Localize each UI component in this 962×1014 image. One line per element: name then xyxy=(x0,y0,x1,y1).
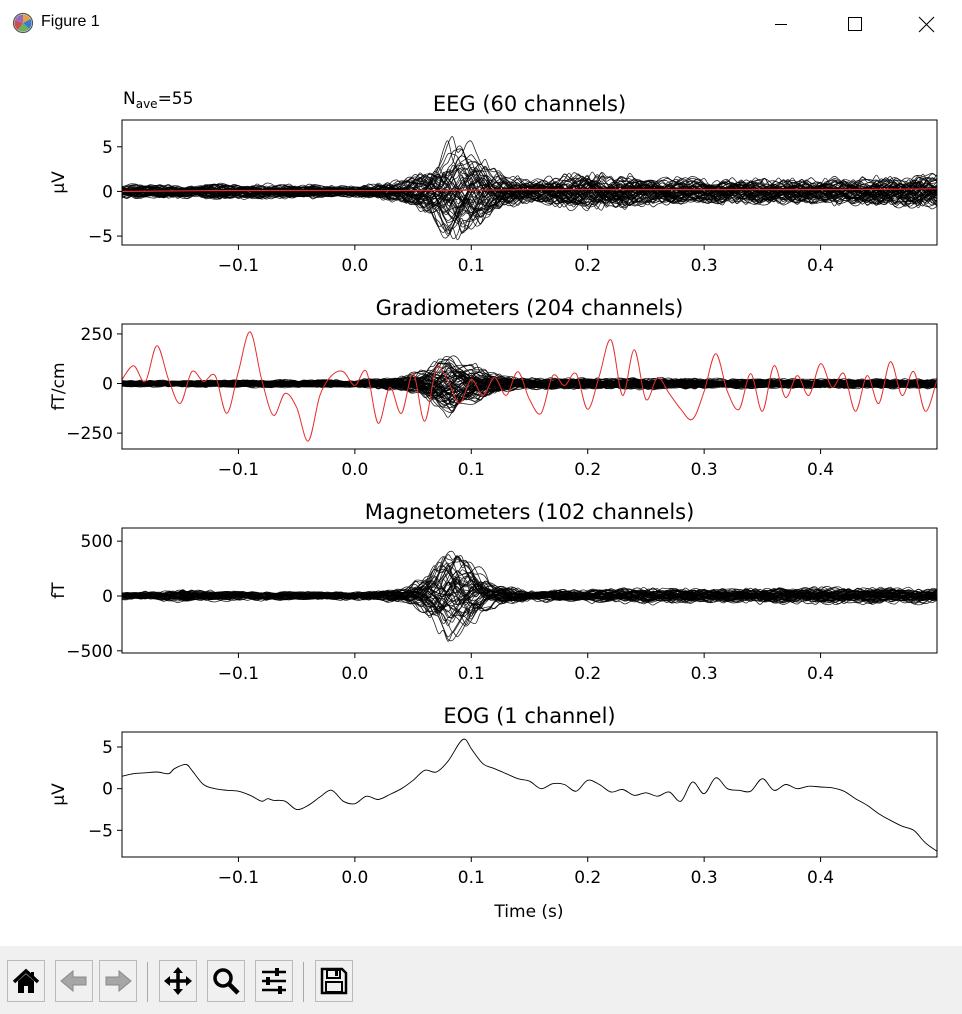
eeg-x-tick-label: −0.1 xyxy=(218,256,259,276)
save-button[interactable] xyxy=(315,960,353,1002)
matplotlib-icon xyxy=(12,12,34,34)
eeg-y-tick-label: −5 xyxy=(88,227,113,247)
eeg-x-tick-label: 0.3 xyxy=(691,256,718,276)
grad-x-tick-label: 0.1 xyxy=(458,460,485,480)
window-title: Figure 1 xyxy=(41,13,100,31)
mag-title: Magnetometers (102 channels) xyxy=(365,500,695,524)
grad-y-tick-label: −250 xyxy=(66,424,113,444)
eog-y-tick-label: −5 xyxy=(88,821,113,841)
mag-y-tick-label: −500 xyxy=(66,642,113,662)
eog-x-tick-label: 0.2 xyxy=(574,868,601,888)
eog-x-tick-label: −0.1 xyxy=(218,868,259,888)
eog-y-axis-label: µV xyxy=(49,783,69,806)
eog-trace xyxy=(122,739,937,851)
eeg-y-tick-label: 5 xyxy=(102,138,113,158)
toolbar-separator xyxy=(147,962,148,1002)
eeg-x-tick-label: 0.0 xyxy=(341,256,368,276)
home-icon xyxy=(11,966,41,996)
pan-button[interactable] xyxy=(159,960,197,1002)
grad-traces xyxy=(122,332,937,441)
close-icon xyxy=(903,0,949,48)
eeg-x-tick-label: 0.2 xyxy=(574,256,601,276)
x-axis-label: Time (s) xyxy=(493,902,563,922)
eog-x-tick-label: 0.4 xyxy=(807,868,834,888)
minimize-icon xyxy=(765,0,811,48)
grad-title: Gradiometers (204 channels) xyxy=(376,296,684,320)
grad-x-tick-label: 0.3 xyxy=(691,460,718,480)
nave-annotation: Nave=55 xyxy=(123,89,193,111)
eog-x-tick-label: 0.0 xyxy=(341,868,368,888)
eog-y-tick-label: 5 xyxy=(102,738,113,758)
mag-x-tick-label: 0.4 xyxy=(807,664,834,684)
subplots-icon xyxy=(259,966,289,996)
eog-x-tick-label: 0.1 xyxy=(458,868,485,888)
eeg-traces xyxy=(122,137,937,240)
eeg-panel: EEG (60 channels) µV −0.1 0.0 0.1 0.2 0.3 0.4 −5… xyxy=(49,92,937,276)
grad-y-tick-label: 0 xyxy=(102,375,113,395)
title-bar[interactable]: Figure 1 xyxy=(0,0,962,48)
eog-title: EOG (1 channel) xyxy=(443,704,615,728)
grad-panel: Gradiometers (204 channels) fT/cm −0.1 0.0 0… xyxy=(49,296,937,480)
forward-button[interactable] xyxy=(99,960,137,1002)
mag-x-tick-label: 0.1 xyxy=(458,664,485,684)
mag-x-tick-label: −0.1 xyxy=(218,664,259,684)
pan-icon xyxy=(163,966,193,996)
toolbar-separator xyxy=(303,962,304,1002)
eeg-x-tick-label: 0.4 xyxy=(807,256,834,276)
zoom-icon xyxy=(211,966,241,996)
subplots-button[interactable] xyxy=(255,960,293,1002)
back-button[interactable] xyxy=(55,960,93,1002)
mag-x-tick-label: 0.2 xyxy=(574,664,601,684)
eog-y-tick-label: 0 xyxy=(102,780,113,800)
close-button[interactable] xyxy=(903,0,949,48)
eog-traces xyxy=(122,739,937,851)
mag-y-axis-label: fT xyxy=(49,582,69,599)
mag-y-tick-label: 500 xyxy=(81,532,113,552)
minimize-button[interactable] xyxy=(765,0,811,48)
eeg-y-tick-label: 0 xyxy=(102,182,113,202)
maximize-icon xyxy=(833,0,879,48)
eog-x-tick-label: 0.3 xyxy=(691,868,718,888)
mag-traces xyxy=(122,551,937,641)
eog-panel: EOG (1 channel) µV −0.1 0.0 0.1 0.2 0.3 0.4 −5 0 5 xyxy=(49,704,937,888)
eeg-title: EEG (60 channels) xyxy=(433,92,626,116)
zoom-button[interactable] xyxy=(207,960,245,1002)
grad-x-tick-label: 0.4 xyxy=(807,460,834,480)
grad-y-tick-label: 250 xyxy=(81,325,113,345)
mag-panel: Magnetometers (102 channels) fT −0.1 0.0 0.1… xyxy=(49,500,937,684)
grad-x-tick-label: −0.1 xyxy=(218,460,259,480)
home-button[interactable] xyxy=(7,960,45,1002)
mag-x-tick-label: 0.0 xyxy=(341,664,368,684)
eog-axes-frame xyxy=(122,732,937,857)
mag-x-tick-label: 0.3 xyxy=(691,664,718,684)
grad-x-tick-label: 0.2 xyxy=(574,460,601,480)
grad-x-tick-label: 0.0 xyxy=(341,460,368,480)
save-icon xyxy=(319,966,349,996)
eeg-x-tick-label: 0.1 xyxy=(458,256,485,276)
figure-canvas[interactable]: Nave=55 EEG (60 channels) µV −0.1 0.0 0.1 0.2… xyxy=(0,48,962,946)
mag-y-tick-label: 0 xyxy=(102,587,113,607)
grad-y-axis-label: fT/cm xyxy=(49,362,69,410)
maximize-button[interactable] xyxy=(833,0,879,48)
eeg-y-axis-label: µV xyxy=(49,171,69,194)
navigation-toolbar xyxy=(0,946,962,1014)
back-icon xyxy=(59,966,89,996)
forward-icon xyxy=(103,966,133,996)
